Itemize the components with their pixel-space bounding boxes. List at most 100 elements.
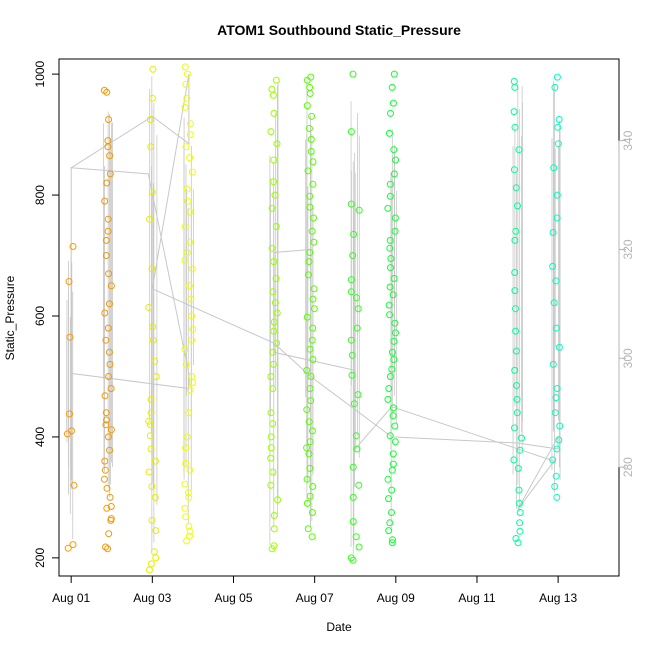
data-point — [188, 312, 196, 320]
data-point — [391, 227, 399, 235]
y-axis-title: Static_Pressure — [3, 275, 17, 360]
data-point — [105, 348, 113, 356]
data-point — [185, 522, 193, 530]
data-point — [309, 158, 317, 166]
data-point — [514, 202, 521, 210]
data-point — [554, 140, 562, 148]
data-point — [184, 70, 191, 78]
data-point — [273, 339, 281, 347]
data-point — [183, 249, 191, 256]
data-point — [269, 385, 277, 392]
y-tick-label: 200 — [33, 548, 47, 568]
data-point — [269, 288, 277, 296]
x-axis: Aug 01 Aug 03 Aug 05 Aug 07 Aug 09 Aug 11 Aug … — [52, 575, 577, 605]
data-point — [391, 214, 399, 222]
data-point — [555, 436, 563, 444]
data-point — [388, 83, 396, 91]
data-point — [181, 256, 189, 264]
data-point — [270, 525, 278, 533]
data-point — [187, 295, 195, 303]
data-point — [390, 146, 398, 154]
data-point — [389, 291, 397, 299]
data-point — [388, 539, 396, 547]
data-point — [553, 385, 561, 392]
data-point — [349, 252, 357, 259]
data-point — [513, 382, 521, 389]
data-point — [306, 345, 314, 353]
data-point — [148, 483, 156, 490]
data-point — [512, 327, 520, 335]
data-point — [184, 197, 192, 205]
y2-tick-label: 300 — [621, 348, 635, 368]
data-point — [349, 518, 357, 526]
data-point — [307, 73, 315, 81]
data-point — [387, 255, 395, 262]
trajectory-lines — [66, 74, 561, 555]
data-point — [147, 560, 155, 568]
data-point — [551, 409, 559, 417]
data-point — [107, 426, 115, 434]
data-point — [385, 495, 392, 503]
data-point — [306, 464, 314, 472]
data-point — [310, 238, 318, 246]
data-point — [270, 318, 278, 326]
data-point — [149, 94, 156, 102]
data-point — [100, 475, 108, 483]
data-point — [147, 445, 155, 453]
data-point — [510, 166, 518, 174]
data-point — [309, 483, 317, 490]
data-point — [270, 156, 278, 164]
data-point — [105, 116, 113, 123]
data-point — [516, 519, 524, 527]
data-point — [101, 392, 109, 400]
data-point — [512, 184, 520, 192]
data-point — [183, 185, 191, 193]
data-point — [348, 371, 356, 379]
x-tick-label: Aug 07 — [296, 591, 334, 605]
data-point — [305, 258, 313, 266]
data-point — [510, 108, 518, 116]
data-point — [104, 324, 112, 332]
data-point — [512, 227, 520, 235]
data-point — [355, 543, 363, 551]
data-point — [308, 509, 316, 516]
data-point — [310, 305, 318, 313]
data-point — [107, 515, 115, 523]
data-point — [147, 143, 155, 151]
data-point — [66, 333, 74, 341]
data-point — [105, 300, 113, 308]
data-point — [306, 438, 314, 446]
data-point — [347, 128, 355, 136]
data-point — [267, 433, 275, 441]
data-point — [188, 168, 196, 176]
y-tick-label: 400 — [33, 427, 47, 447]
data-point — [102, 252, 110, 259]
data-point — [386, 432, 394, 440]
data-point — [107, 385, 115, 392]
data-point — [512, 347, 520, 355]
data-point — [390, 356, 398, 363]
data-point — [551, 483, 559, 490]
data-point — [186, 532, 193, 540]
data-point — [273, 140, 281, 148]
data-point — [269, 468, 277, 476]
data-point — [150, 548, 158, 556]
data-point — [515, 146, 523, 154]
data-point — [550, 299, 558, 307]
data-point — [310, 214, 317, 222]
data-point — [106, 493, 114, 501]
data-point — [106, 360, 114, 368]
data-point — [308, 427, 316, 435]
data-point — [552, 277, 560, 285]
data-point — [182, 80, 190, 88]
data-point — [385, 527, 393, 535]
data-point — [152, 527, 160, 535]
data-point — [391, 422, 399, 430]
data-points — [63, 63, 564, 574]
data-point — [103, 179, 111, 187]
data-point — [189, 325, 197, 333]
data-point — [148, 516, 156, 524]
data-point — [104, 545, 112, 553]
data-point — [389, 404, 397, 412]
